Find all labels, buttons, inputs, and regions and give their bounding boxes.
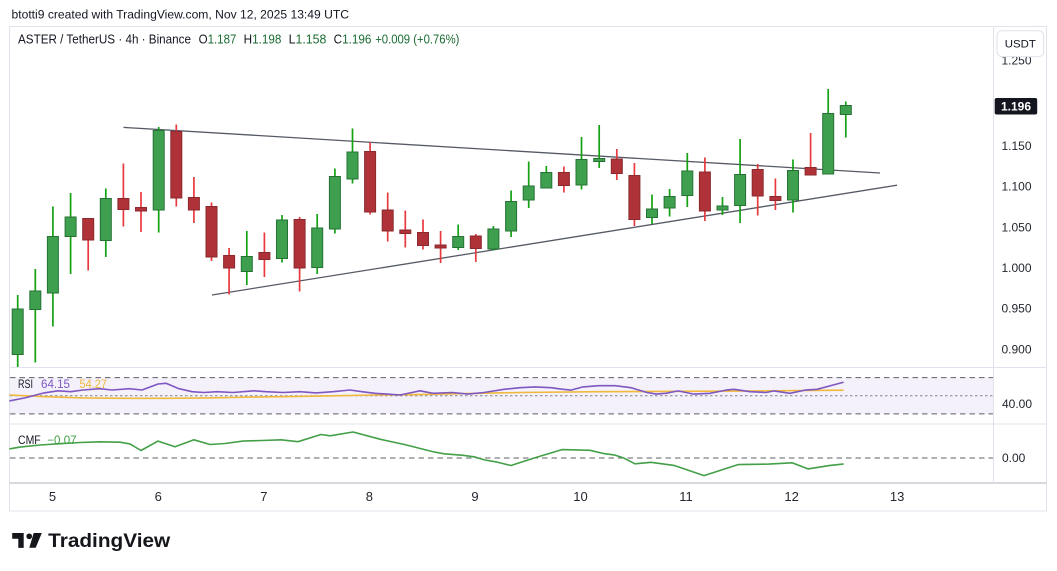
svg-text:6: 6 xyxy=(155,489,162,504)
svg-text:−0.07: −0.07 xyxy=(47,435,76,447)
svg-text:0.900: 0.900 xyxy=(1002,342,1032,356)
svg-text:8: 8 xyxy=(366,489,373,504)
svg-text:13: 13 xyxy=(890,489,904,504)
svg-text:11: 11 xyxy=(679,489,693,504)
svg-text:H1.198: H1.198 xyxy=(244,33,282,47)
svg-text:C1.196: C1.196 xyxy=(334,33,372,47)
svg-text:0.00: 0.00 xyxy=(1002,451,1026,465)
svg-text:10: 10 xyxy=(573,489,587,504)
svg-text:L1.158: L1.158 xyxy=(289,33,327,47)
svg-text:CMF: CMF xyxy=(18,435,41,447)
svg-text:5: 5 xyxy=(49,489,56,504)
svg-text:+0.009 (+0.76%): +0.009 (+0.76%) xyxy=(375,33,459,47)
svg-text:7: 7 xyxy=(260,489,267,504)
svg-text:9: 9 xyxy=(471,489,478,504)
svg-text:1.100: 1.100 xyxy=(1002,180,1032,194)
svg-text:1.050: 1.050 xyxy=(1002,220,1032,234)
svg-text:1.196: 1.196 xyxy=(1001,100,1031,114)
svg-text:1.250: 1.250 xyxy=(1002,54,1032,68)
svg-text:0.950: 0.950 xyxy=(1002,302,1032,316)
svg-text:TradingView: TradingView xyxy=(48,531,170,552)
svg-text:ASTER / TetherUS · 4h · Binanc: ASTER / TetherUS · 4h · Binance xyxy=(18,33,191,47)
svg-text:btotti9 created with TradingVi: btotti9 created with TradingView.com, No… xyxy=(12,7,350,21)
svg-text:64.15: 64.15 xyxy=(41,379,70,391)
svg-text:RSI: RSI xyxy=(18,379,33,391)
svg-text:12: 12 xyxy=(784,489,798,504)
svg-text:40.00: 40.00 xyxy=(1002,397,1032,411)
svg-text:USDT: USDT xyxy=(1005,39,1036,51)
svg-text:54.27: 54.27 xyxy=(80,379,108,391)
svg-text:1.000: 1.000 xyxy=(1002,261,1032,275)
svg-text:O1.187: O1.187 xyxy=(199,33,237,47)
svg-text:1.150: 1.150 xyxy=(1002,139,1032,153)
